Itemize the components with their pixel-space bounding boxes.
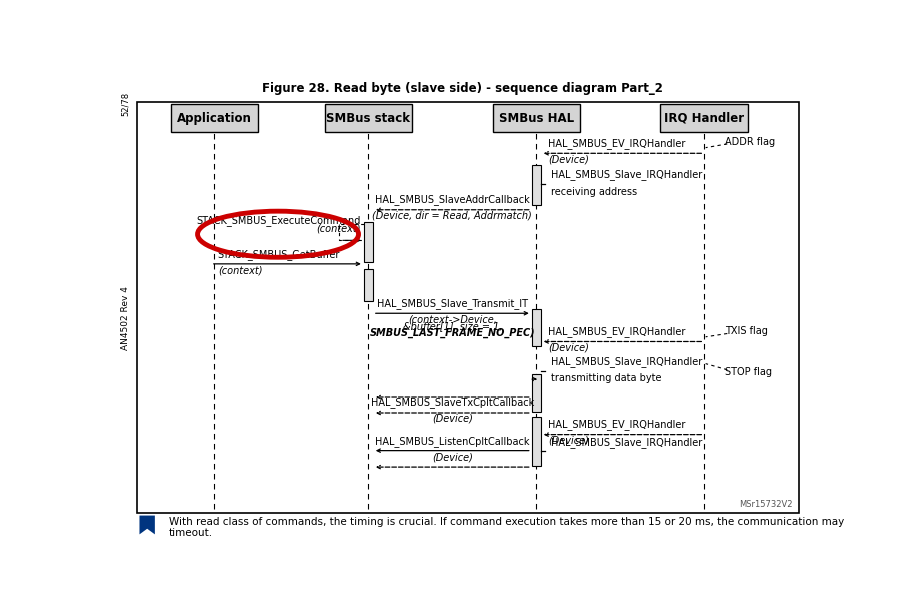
- FancyBboxPatch shape: [659, 104, 747, 132]
- Text: IRQ Handler: IRQ Handler: [664, 112, 743, 125]
- FancyBboxPatch shape: [531, 375, 540, 412]
- FancyBboxPatch shape: [492, 104, 579, 132]
- Text: HAL_SMBUS_SlaveAddrCallback: HAL_SMBUS_SlaveAddrCallback: [374, 194, 529, 205]
- Text: (context->Device,: (context->Device,: [408, 314, 496, 324]
- Text: receiving address: receiving address: [551, 187, 637, 197]
- Text: (Device): (Device): [548, 436, 588, 445]
- FancyBboxPatch shape: [531, 417, 540, 466]
- Text: TXIS flag: TXIS flag: [724, 326, 768, 336]
- Text: HAL_SMBUS_Slave_Transmit_IT: HAL_SMBUS_Slave_Transmit_IT: [376, 298, 527, 309]
- FancyBboxPatch shape: [531, 309, 540, 346]
- FancyBboxPatch shape: [137, 101, 798, 513]
- Text: SMBus stack: SMBus stack: [326, 112, 410, 125]
- Text: HAL_SMBUS_SlaveTxCpltCallback: HAL_SMBUS_SlaveTxCpltCallback: [370, 397, 533, 408]
- Text: MSr15732V2: MSr15732V2: [739, 500, 792, 510]
- Text: SMBus HAL: SMBus HAL: [498, 112, 573, 125]
- Text: HAL_SMBUS_EV_IRQHandler: HAL_SMBUS_EV_IRQHandler: [548, 326, 685, 337]
- Text: (Device): (Device): [431, 414, 473, 424]
- Text: transmitting data byte: transmitting data byte: [551, 373, 661, 384]
- Polygon shape: [139, 516, 155, 535]
- Text: STOP flag: STOP flag: [724, 367, 771, 377]
- Text: AN4502 Rev 4: AN4502 Rev 4: [121, 286, 130, 350]
- FancyBboxPatch shape: [364, 222, 373, 262]
- Text: With read class of commands, the timing is crucial. If command execution takes m: With read class of commands, the timing …: [169, 516, 843, 527]
- Text: HAL_SMBUS_EV_IRQHandler: HAL_SMBUS_EV_IRQHandler: [548, 137, 685, 148]
- Text: (context): (context): [316, 223, 360, 233]
- Text: (Device): (Device): [548, 342, 588, 353]
- Text: ADDR flag: ADDR flag: [724, 136, 775, 147]
- Text: (context): (context): [217, 265, 262, 276]
- Text: HAL_SMBUS_Slave_IRQHandler: HAL_SMBUS_Slave_IRQHandler: [551, 169, 702, 180]
- Text: (Device): (Device): [431, 453, 473, 463]
- Text: (Device): (Device): [548, 154, 588, 164]
- Text: STACK_SMBUS_ExecuteCommand: STACK_SMBUS_ExecuteCommand: [196, 215, 360, 226]
- Text: &buffer[1], size = 1,: &buffer[1], size = 1,: [402, 321, 502, 331]
- Text: SMBUS_LAST_FRAME_NO_PEC): SMBUS_LAST_FRAME_NO_PEC): [369, 327, 535, 338]
- Text: STACK_SMBUS_GetBuffer: STACK_SMBUS_GetBuffer: [217, 249, 340, 260]
- Text: 52/78: 52/78: [121, 92, 130, 116]
- Text: Figure 28. Read byte (slave side) - sequence diagram Part_2: Figure 28. Read byte (slave side) - sequ…: [262, 82, 662, 95]
- FancyBboxPatch shape: [364, 269, 373, 301]
- FancyBboxPatch shape: [170, 104, 258, 132]
- Text: HAL_SMBUS_Slave_IRQHandler: HAL_SMBUS_Slave_IRQHandler: [551, 356, 702, 367]
- Text: HAL_SMBUS_Slave_IRQHandler: HAL_SMBUS_Slave_IRQHandler: [551, 437, 702, 448]
- Text: HAL_SMBUS_ListenCpltCallback: HAL_SMBUS_ListenCpltCallback: [374, 436, 529, 447]
- Text: (Device, dir = Read, Addrmatch): (Device, dir = Read, Addrmatch): [372, 211, 531, 221]
- FancyBboxPatch shape: [324, 104, 411, 132]
- Text: HAL_SMBUS_EV_IRQHandler: HAL_SMBUS_EV_IRQHandler: [548, 419, 685, 430]
- FancyBboxPatch shape: [531, 165, 540, 205]
- Text: timeout.: timeout.: [169, 529, 213, 538]
- Text: Application: Application: [177, 112, 252, 125]
